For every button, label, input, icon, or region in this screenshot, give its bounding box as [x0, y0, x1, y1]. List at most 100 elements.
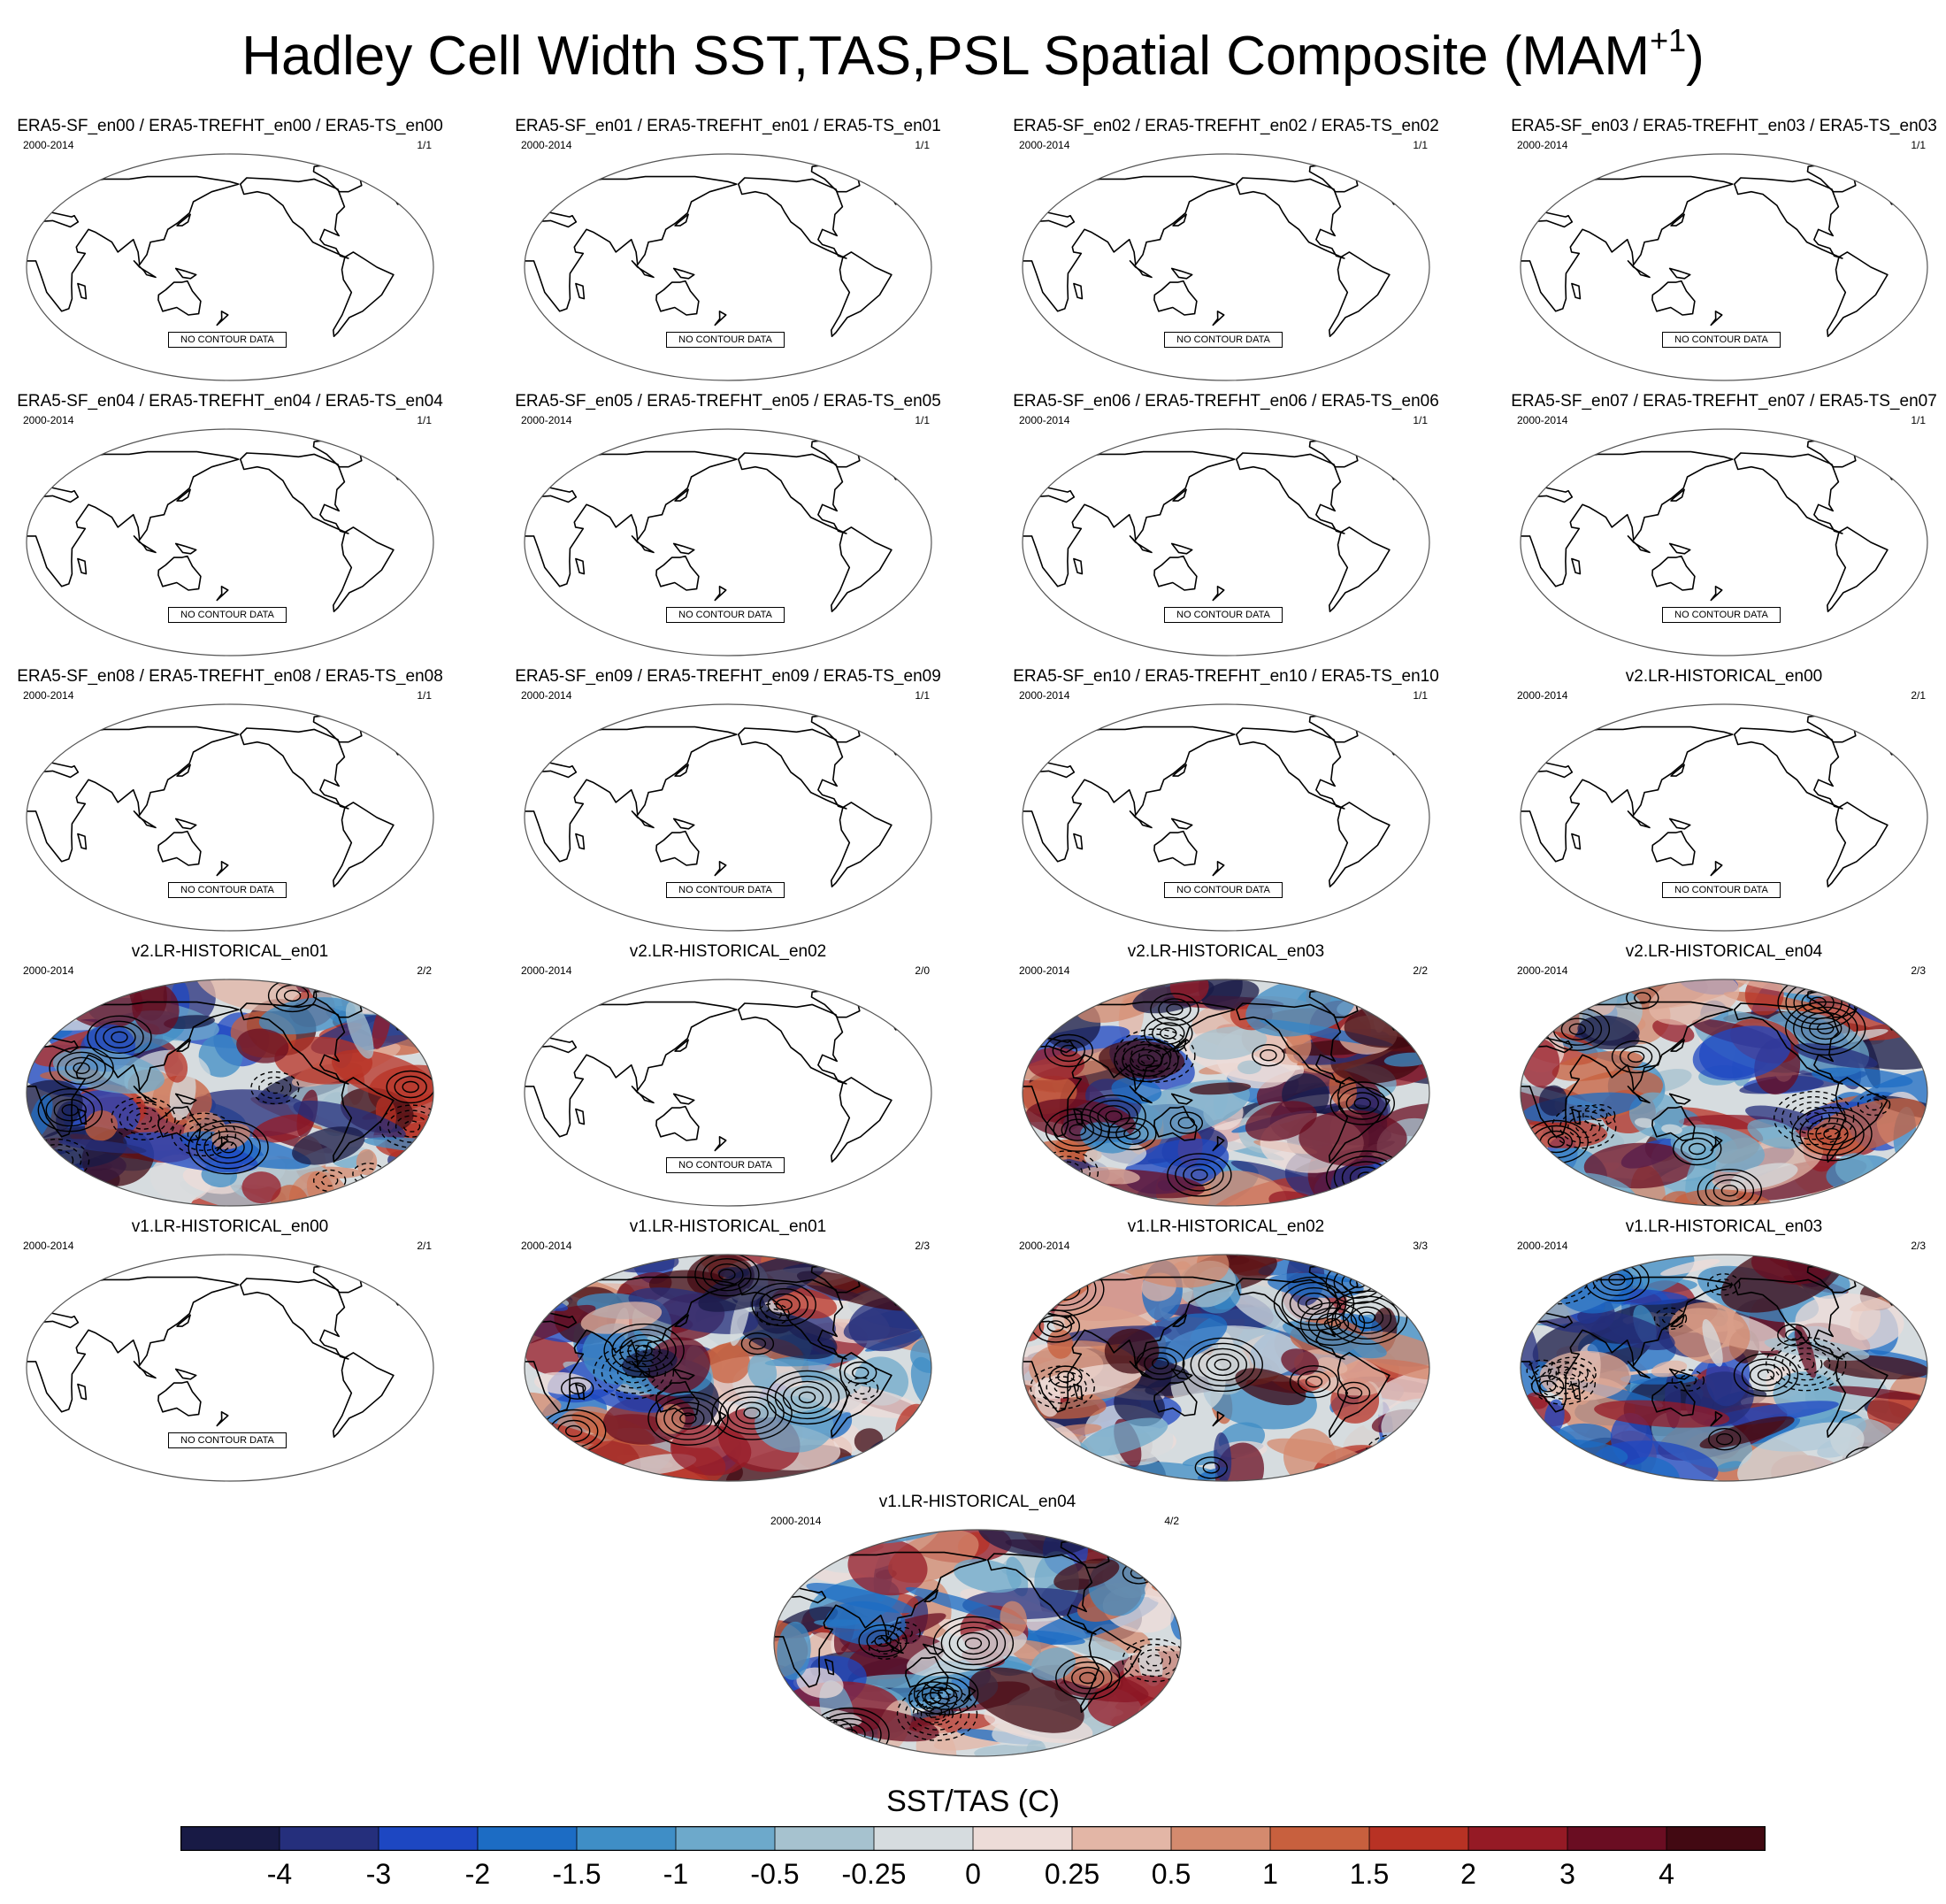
psl-contour — [1653, 1307, 1688, 1331]
psl-contour — [948, 1626, 999, 1661]
psl-contour — [1546, 1371, 1581, 1394]
anomaly-patch — [1793, 1043, 1878, 1069]
anomaly-patch — [1901, 1431, 1927, 1481]
colorbar-tick-label: -0.5 — [750, 1858, 800, 1890]
map-panel: ERA5-SF_en08 / ERA5-TREFHT_en08 / ERA5-T… — [0, 667, 460, 933]
psl-contour — [1047, 1278, 1081, 1301]
robinson-map — [524, 153, 932, 381]
coastline — [674, 488, 689, 502]
psl-contour — [1337, 1381, 1371, 1405]
map-background — [27, 1255, 433, 1481]
robinson-map — [1022, 979, 1430, 1207]
map-border — [26, 153, 434, 381]
psl-contour — [1057, 1166, 1076, 1178]
psl-contour — [895, 1626, 913, 1639]
psl-contour — [710, 1263, 744, 1286]
psl-contour — [95, 1020, 144, 1055]
coastline — [1668, 542, 1691, 555]
map-border — [1520, 1254, 1928, 1482]
psl-contour — [1289, 1364, 1339, 1399]
psl-contour — [1671, 1369, 1705, 1392]
map-panel: v1.LR-HISTORICAL_en00 2000-2014 2/1 NO CONT… — [0, 1217, 460, 1483]
coastline — [1073, 1108, 1084, 1125]
psl-contour — [1823, 1127, 1841, 1140]
psl-contour — [718, 1269, 736, 1281]
psl-contour — [1789, 1352, 1823, 1376]
psl-contour — [111, 1031, 128, 1044]
coastline — [1212, 1411, 1225, 1427]
psl-contour — [801, 1721, 834, 1744]
psl-contour — [756, 1302, 790, 1326]
anomaly-patch — [40, 979, 118, 999]
psl-contour — [1122, 1638, 1181, 1683]
anomaly-patch — [195, 979, 300, 1012]
no-contour-label: NO CONTOUR DATA — [168, 607, 287, 623]
panel-title: v1.LR-HISTORICAL_en03 — [1625, 1217, 1823, 1236]
map-panel: v2.LR-HISTORICAL_en04 2000-2014 2/3 — [1494, 942, 1946, 1208]
map-border — [524, 1254, 932, 1482]
anomaly-patch — [1285, 1029, 1312, 1063]
colorbar-swatch — [180, 1826, 280, 1851]
map-border — [1022, 979, 1430, 1207]
coastline — [1129, 1086, 1153, 1104]
psl-contour — [187, 1123, 221, 1147]
map-panel: ERA5-SF_en03 / ERA5-TREFHT_en03 / ERA5-T… — [1494, 117, 1946, 382]
panel-years: 2000-2014 — [23, 689, 74, 702]
psl-contour — [59, 1171, 78, 1184]
robinson-map — [773, 1529, 1182, 1757]
psl-contour — [1334, 1295, 1400, 1340]
psl-contour — [1797, 1106, 1831, 1130]
anomaly-patch — [1583, 1142, 1696, 1189]
map-background — [1521, 704, 1927, 931]
panel-years: 2000-2014 — [23, 964, 74, 977]
psl-contour — [1030, 1365, 1095, 1409]
panel-title: v2.LR-HISTORICAL_en02 — [629, 942, 827, 961]
panel-title: v2.LR-HISTORICAL_en01 — [131, 942, 329, 961]
colorbar-tick-label: 1 — [1262, 1858, 1278, 1890]
psl-contour — [1182, 1337, 1263, 1393]
coastline — [77, 1383, 88, 1401]
anomaly-patch — [1038, 1163, 1069, 1193]
anomaly-patch — [1850, 1447, 1927, 1469]
psl-contour — [552, 1255, 601, 1283]
coastline — [176, 213, 191, 226]
psl-contour — [751, 1282, 816, 1327]
coastline — [157, 280, 202, 316]
colorbar-tick-label: 3 — [1559, 1858, 1575, 1890]
psl-contour — [956, 1631, 991, 1655]
anomaly-patch — [1702, 1319, 1723, 1367]
coastline — [631, 260, 655, 279]
psl-contour — [1097, 1105, 1130, 1128]
psl-contour — [727, 1396, 777, 1430]
psl-contour — [679, 1412, 697, 1424]
anomaly-patch — [1634, 1117, 1655, 1128]
coastline — [831, 251, 893, 337]
panel-title: v1.LR-HISTORICAL_en01 — [629, 1217, 827, 1236]
no-contour-label: NO CONTOUR DATA — [666, 332, 785, 348]
panel-title: v1.LR-HISTORICAL_en04 — [878, 1493, 1076, 1511]
anomaly-patch — [1023, 1470, 1107, 1481]
coastline — [157, 1380, 202, 1416]
anomaly-patch — [1142, 1530, 1167, 1562]
coastline — [1236, 1002, 1345, 1085]
coastline — [1710, 861, 1723, 877]
map-border — [1022, 428, 1430, 656]
panel-count: 1/1 — [1413, 414, 1428, 426]
coastline — [133, 1086, 157, 1104]
psl-contour — [1797, 1357, 1815, 1370]
anomaly-patch — [358, 988, 433, 1014]
map-border — [26, 703, 434, 932]
psl-contour — [1860, 1456, 1878, 1470]
psl-contour — [258, 1076, 292, 1100]
panel-title: ERA5-SF_en06 / ERA5-TREFHT_en06 / ERA5-T… — [1013, 392, 1439, 411]
psl-contour — [1150, 993, 1199, 1026]
psl-contour — [1041, 1155, 1092, 1189]
coastline — [1734, 452, 1843, 534]
coastline — [674, 1314, 689, 1327]
colorbar-tick-label: 1.5 — [1349, 1858, 1390, 1890]
psl-contour — [1560, 1017, 1595, 1040]
coastline — [174, 818, 197, 830]
psl-contour — [1166, 1003, 1184, 1016]
coastline — [176, 1039, 191, 1052]
coastline — [1212, 861, 1225, 877]
